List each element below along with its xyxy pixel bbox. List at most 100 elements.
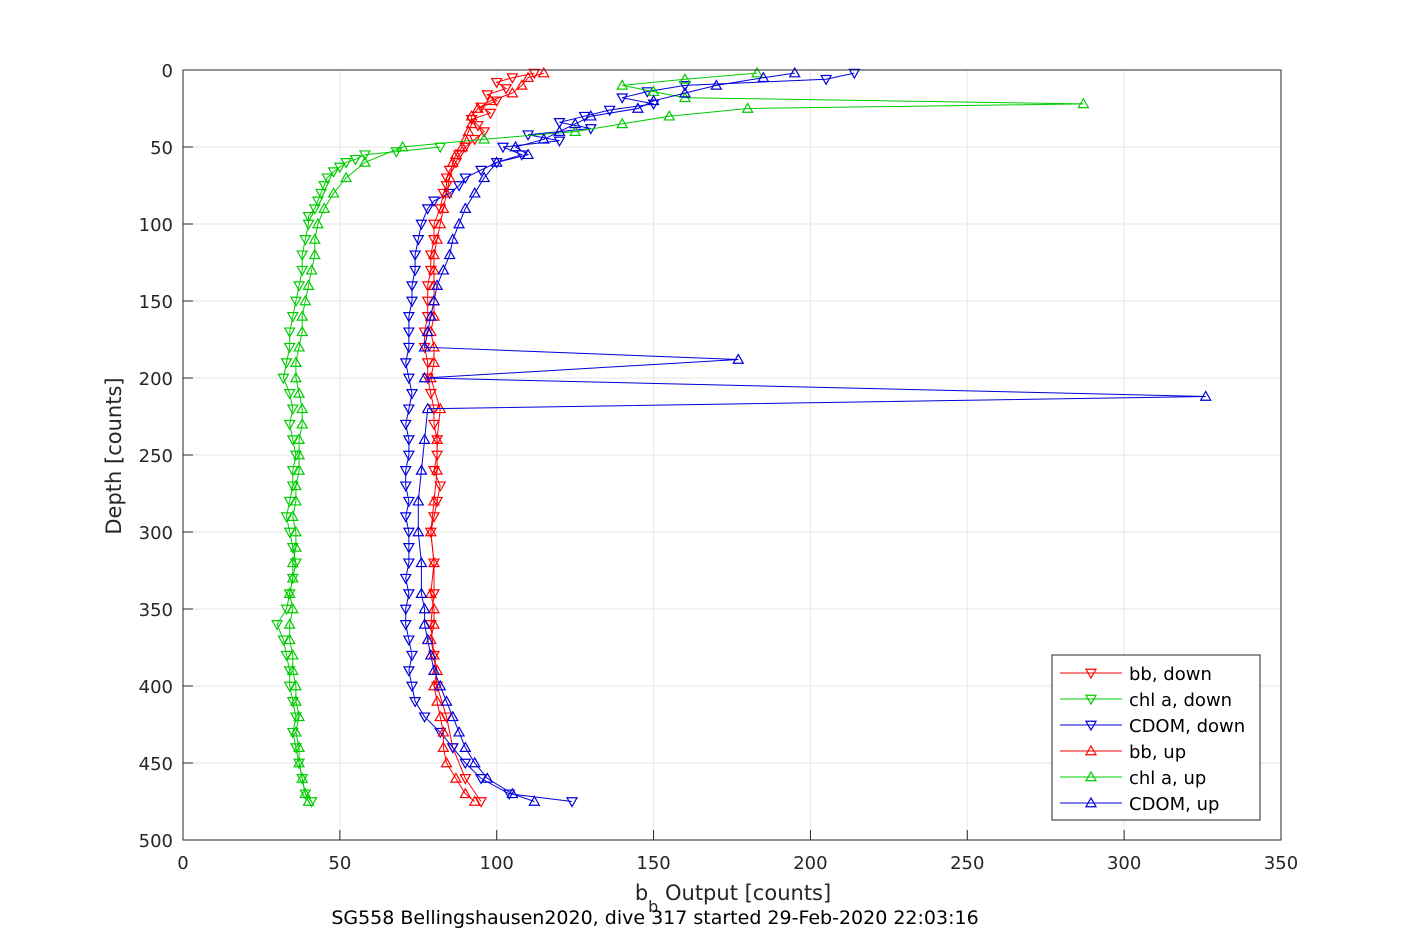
data-point	[434, 679, 447, 691]
data-point	[663, 109, 676, 121]
data-point	[437, 725, 450, 737]
data-point	[399, 620, 412, 631]
data-point	[283, 633, 296, 645]
data-point	[1077, 97, 1090, 109]
x-tick-label: 150	[636, 853, 670, 874]
legend-label: bb, down	[1129, 664, 1212, 685]
y-tick-label: 150	[139, 292, 173, 313]
data-point	[402, 558, 415, 570]
data-point	[440, 186, 453, 198]
data-point	[427, 294, 441, 306]
data-point	[293, 281, 306, 292]
data-point	[616, 117, 629, 129]
series-5	[412, 66, 1212, 806]
data-point	[431, 496, 444, 508]
data-point	[421, 204, 434, 215]
data-point	[280, 358, 293, 369]
data-point	[553, 125, 566, 136]
data-point	[678, 86, 691, 98]
legend-item: chl a, up	[1060, 768, 1206, 789]
legend-marker	[1084, 770, 1098, 782]
data-point	[462, 125, 475, 136]
data-point	[289, 479, 302, 491]
y-tick-label: 200	[139, 369, 173, 390]
data-point	[283, 587, 296, 598]
y-axis-label: Depth [counts]	[102, 377, 126, 534]
data-point	[402, 342, 415, 354]
data-point	[399, 419, 412, 431]
y-tick-label: 500	[139, 831, 173, 852]
data-point	[468, 186, 481, 198]
data-point	[402, 327, 415, 339]
data-point	[286, 312, 299, 323]
data-point	[286, 648, 299, 660]
legend-marker	[1084, 694, 1098, 706]
data-point	[515, 79, 528, 90]
data-point	[418, 618, 431, 629]
data-point	[299, 789, 312, 801]
data-point	[478, 127, 491, 138]
data-point	[311, 217, 324, 229]
data-point	[418, 712, 431, 724]
y-tick-label: 350	[139, 600, 173, 621]
x-axis-label-main: b	[635, 881, 648, 905]
data-point	[289, 450, 302, 462]
data-point	[427, 589, 441, 600]
data-point	[484, 108, 497, 120]
data-point	[399, 573, 412, 585]
data-point	[289, 494, 302, 506]
data-point	[415, 556, 428, 568]
data-point	[390, 147, 403, 158]
data-point	[437, 263, 450, 275]
data-point	[431, 695, 444, 706]
data-point	[481, 772, 494, 783]
data-point	[289, 541, 302, 552]
data-point	[490, 158, 503, 169]
data-point	[271, 620, 284, 631]
data-point	[537, 133, 550, 144]
data-point	[412, 235, 425, 246]
x-tick-label: 250	[950, 853, 984, 874]
data-point	[474, 165, 488, 177]
data-point	[293, 710, 306, 722]
data-point	[453, 181, 466, 192]
data-point	[402, 527, 415, 539]
data-point	[293, 433, 306, 444]
data-point	[434, 710, 447, 722]
data-point	[427, 618, 441, 629]
data-point	[358, 156, 371, 167]
data-point	[500, 84, 513, 95]
y-tick-label: 100	[139, 215, 173, 236]
data-point	[418, 602, 431, 614]
data-point	[286, 481, 299, 493]
data-point	[465, 117, 478, 129]
data-point	[710, 79, 723, 90]
data-point	[283, 389, 296, 400]
data-point	[327, 167, 340, 178]
data-point	[302, 219, 315, 231]
data-point	[427, 602, 441, 614]
data-point	[402, 312, 415, 323]
data-point	[424, 587, 437, 598]
x-axis-label: bb Output [counts]	[635, 881, 831, 916]
data-point	[431, 279, 444, 290]
data-point	[506, 787, 519, 799]
data-point	[286, 664, 299, 675]
data-point	[528, 68, 541, 80]
data-point	[296, 265, 309, 277]
data-point	[421, 633, 434, 645]
data-point	[424, 648, 437, 660]
data-point	[569, 117, 582, 129]
data-point	[296, 417, 309, 429]
data-point	[427, 356, 441, 367]
data-point	[421, 402, 434, 414]
series-4	[283, 66, 1090, 806]
data-point	[427, 494, 441, 506]
y-tick-label: 250	[139, 446, 173, 467]
data-point	[459, 202, 472, 213]
data-point	[503, 789, 516, 801]
data-point	[468, 756, 481, 768]
data-point	[431, 233, 444, 244]
data-point	[296, 250, 309, 262]
data-point	[440, 173, 453, 185]
